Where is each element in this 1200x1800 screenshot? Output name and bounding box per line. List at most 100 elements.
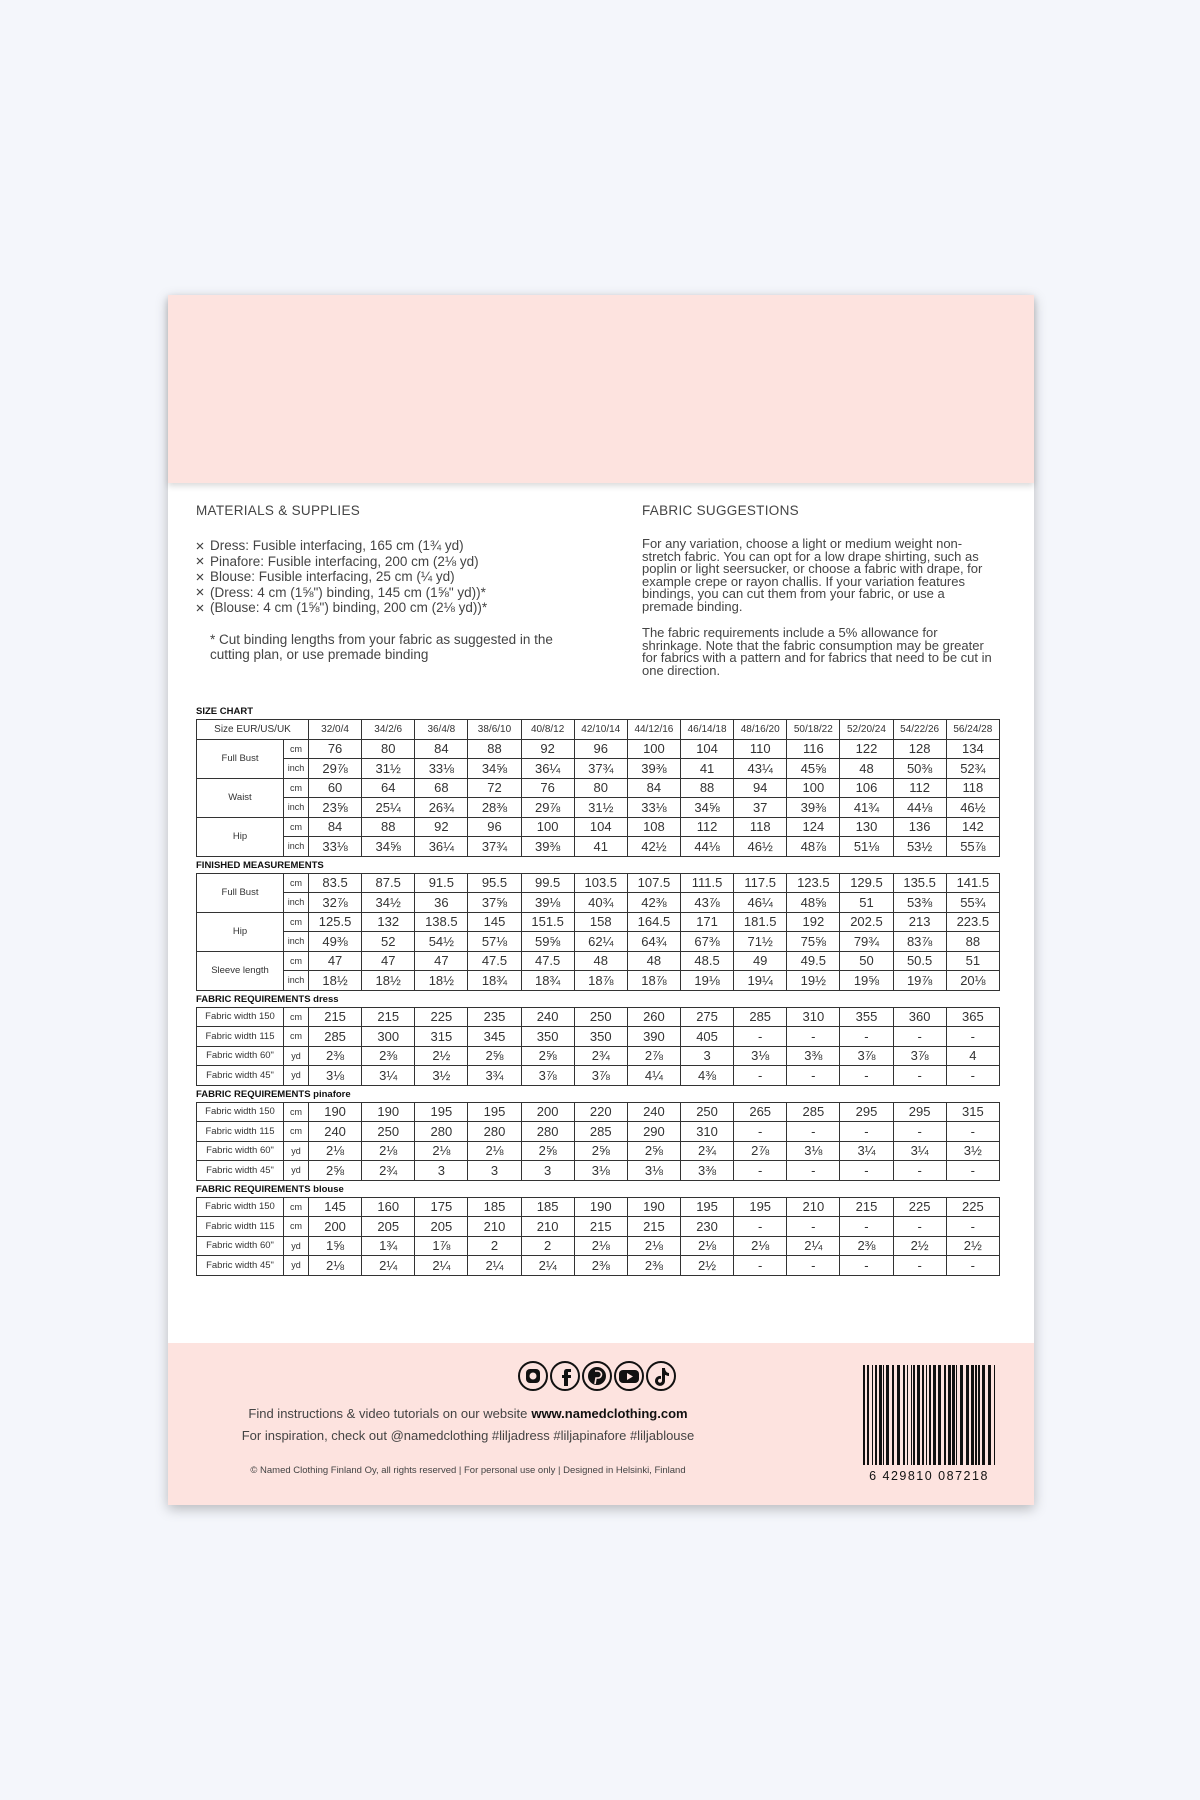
value-cell: 18¾ xyxy=(467,970,522,991)
value-cell: 59⅝ xyxy=(520,931,575,952)
value-cell: 33⅛ xyxy=(626,797,681,818)
value-cell: 1¾ xyxy=(361,1235,416,1256)
value-cell: 134 xyxy=(945,738,1001,759)
value-cell: 43⅞ xyxy=(679,892,735,913)
value-cell: 350 xyxy=(520,1026,575,1047)
value-cell: 48 xyxy=(839,758,894,779)
value-cell: 45⅝ xyxy=(786,758,841,779)
table-row: Fabric width 150 cm 215 215 225 235 240 250 260 2… xyxy=(196,1006,1001,1027)
bullet xyxy=(196,604,204,612)
row-label: Fabric width 150 xyxy=(196,1101,284,1122)
value-cell: 355 xyxy=(839,1006,894,1027)
item-text: (Blouse: 4 cm (1⅝") binding, 200 cm (2⅛ … xyxy=(210,600,488,615)
value-cell: 205 xyxy=(361,1216,416,1237)
value-cell: - xyxy=(892,1255,947,1276)
value-cell: 129.5 xyxy=(839,872,894,893)
value-cell: 34⅝ xyxy=(679,797,735,818)
value-cell: 195 xyxy=(467,1101,522,1122)
value-cell: 2⅛ xyxy=(307,1255,363,1276)
value-cell: 202.5 xyxy=(839,911,894,932)
bar-stripe xyxy=(903,1365,905,1465)
website-link[interactable]: www.namedclothing.com xyxy=(531,1406,688,1421)
value-cell: 41¾ xyxy=(839,797,894,818)
table-row: Full Bust cm 76 80 84 88 92 96 100 104 110 116 122 12… xyxy=(196,738,1001,779)
value-cell: 37⅝ xyxy=(467,892,522,913)
value-cell: - xyxy=(945,1121,1001,1142)
header-cell: Size EUR/US/UK xyxy=(196,719,309,740)
unit-cell: cm xyxy=(283,816,309,837)
value-cell: 50⅜ xyxy=(892,758,947,779)
value-cell: 3 xyxy=(467,1160,522,1181)
value-cell: 18¾ xyxy=(520,970,575,991)
value-cell: - xyxy=(786,1255,841,1276)
value-cell: - xyxy=(892,1026,947,1047)
unit-cell: inch xyxy=(283,836,309,857)
value-cell: 195 xyxy=(679,1196,735,1217)
list-item: Dress: Fusible interfacing, 165 cm (1¾ y… xyxy=(196,538,616,554)
table-row: Sleeve length cm 47 47 47 47.5 47.5 48 48 48.5 49 4… xyxy=(196,950,1001,991)
row-label: Fabric width 45" xyxy=(196,1255,284,1276)
value-cell: 18½ xyxy=(307,970,363,991)
value-cell: 23⅝ xyxy=(307,797,363,818)
value-cell: 2⅛ xyxy=(361,1140,416,1161)
value-cell: 235 xyxy=(467,1006,522,1027)
value-cell: - xyxy=(733,1121,788,1142)
value-cell: 111.5 xyxy=(679,872,735,893)
value-cell: 2⅜ xyxy=(573,1255,628,1276)
value-cell: 88 xyxy=(467,738,522,759)
value-cell: 2 xyxy=(467,1235,522,1256)
bar-stripe xyxy=(913,1365,915,1465)
value-cell: 46½ xyxy=(733,836,788,857)
header-cell: 36/4/8 xyxy=(414,719,469,740)
value-cell: 37 xyxy=(733,797,788,818)
value-cell: 29⅞ xyxy=(520,797,575,818)
bullet xyxy=(196,542,204,550)
value-cell: 48 xyxy=(573,950,628,971)
value-cell: - xyxy=(786,1026,841,1047)
value-cell: 3½ xyxy=(945,1140,1001,1161)
bar-stripe xyxy=(922,1365,924,1465)
value-cell: 240 xyxy=(626,1101,681,1122)
row-label: Fabric width 150 xyxy=(196,1196,284,1217)
value-cell: 47.5 xyxy=(520,950,575,971)
value-cell: 76 xyxy=(307,738,363,759)
value-cell: 250 xyxy=(679,1101,735,1122)
value-cell: 104 xyxy=(679,738,735,759)
value-cell: 122 xyxy=(839,738,894,759)
value-cell: - xyxy=(839,1065,894,1086)
bar-stripe xyxy=(883,1365,884,1465)
value-cell: 145 xyxy=(307,1196,363,1217)
value-cell: 2⅝ xyxy=(573,1140,628,1161)
value-cell: 36 xyxy=(414,892,469,913)
value-cell: 18⅞ xyxy=(626,970,681,991)
row-label: Fabric width 60" xyxy=(196,1235,284,1256)
value-cell: 18⅞ xyxy=(573,970,628,991)
value-cell: 100 xyxy=(520,816,575,837)
value-cell: 48⅞ xyxy=(786,836,841,857)
value-cell: 195 xyxy=(733,1196,788,1217)
value-cell: 2¼ xyxy=(786,1235,841,1256)
paragraph: For any variation, choose a light or med… xyxy=(642,536,983,614)
row-label: Fabric width 115 xyxy=(196,1216,284,1237)
value-cell: 87.5 xyxy=(361,872,416,893)
value-cell: 3 xyxy=(414,1160,469,1181)
header-cell: 48/16/20 xyxy=(733,719,788,740)
table-row: Fabric width 115 cm 285 300 315 345 350 350 390 4… xyxy=(196,1026,1001,1047)
header-cell: 46/14/18 xyxy=(679,719,735,740)
tables: SIZE CHART Size EUR/US/UK 32/0/4 34/2/6 36/4… xyxy=(196,703,1001,1276)
value-cell: 1⅞ xyxy=(414,1235,469,1256)
value-cell: 112 xyxy=(679,816,735,837)
value-cell: 1⅝ xyxy=(307,1235,363,1256)
value-cell: 106 xyxy=(839,777,894,798)
value-cell: 250 xyxy=(361,1121,416,1142)
bar-stripe xyxy=(875,1365,877,1465)
header-cell: 56/24/28 xyxy=(945,719,1001,740)
row-label: Hip xyxy=(196,911,284,952)
value-cell: 83⅞ xyxy=(892,931,947,952)
bar-stripe xyxy=(872,1365,873,1465)
header-cell: 54/22/26 xyxy=(892,719,947,740)
value-cell: 49 xyxy=(733,950,788,971)
copyright: © Named Clothing Finland Oy, all rights … xyxy=(250,1465,686,1476)
value-cell: 52¾ xyxy=(945,758,1001,779)
value-cell: 51 xyxy=(839,892,894,913)
